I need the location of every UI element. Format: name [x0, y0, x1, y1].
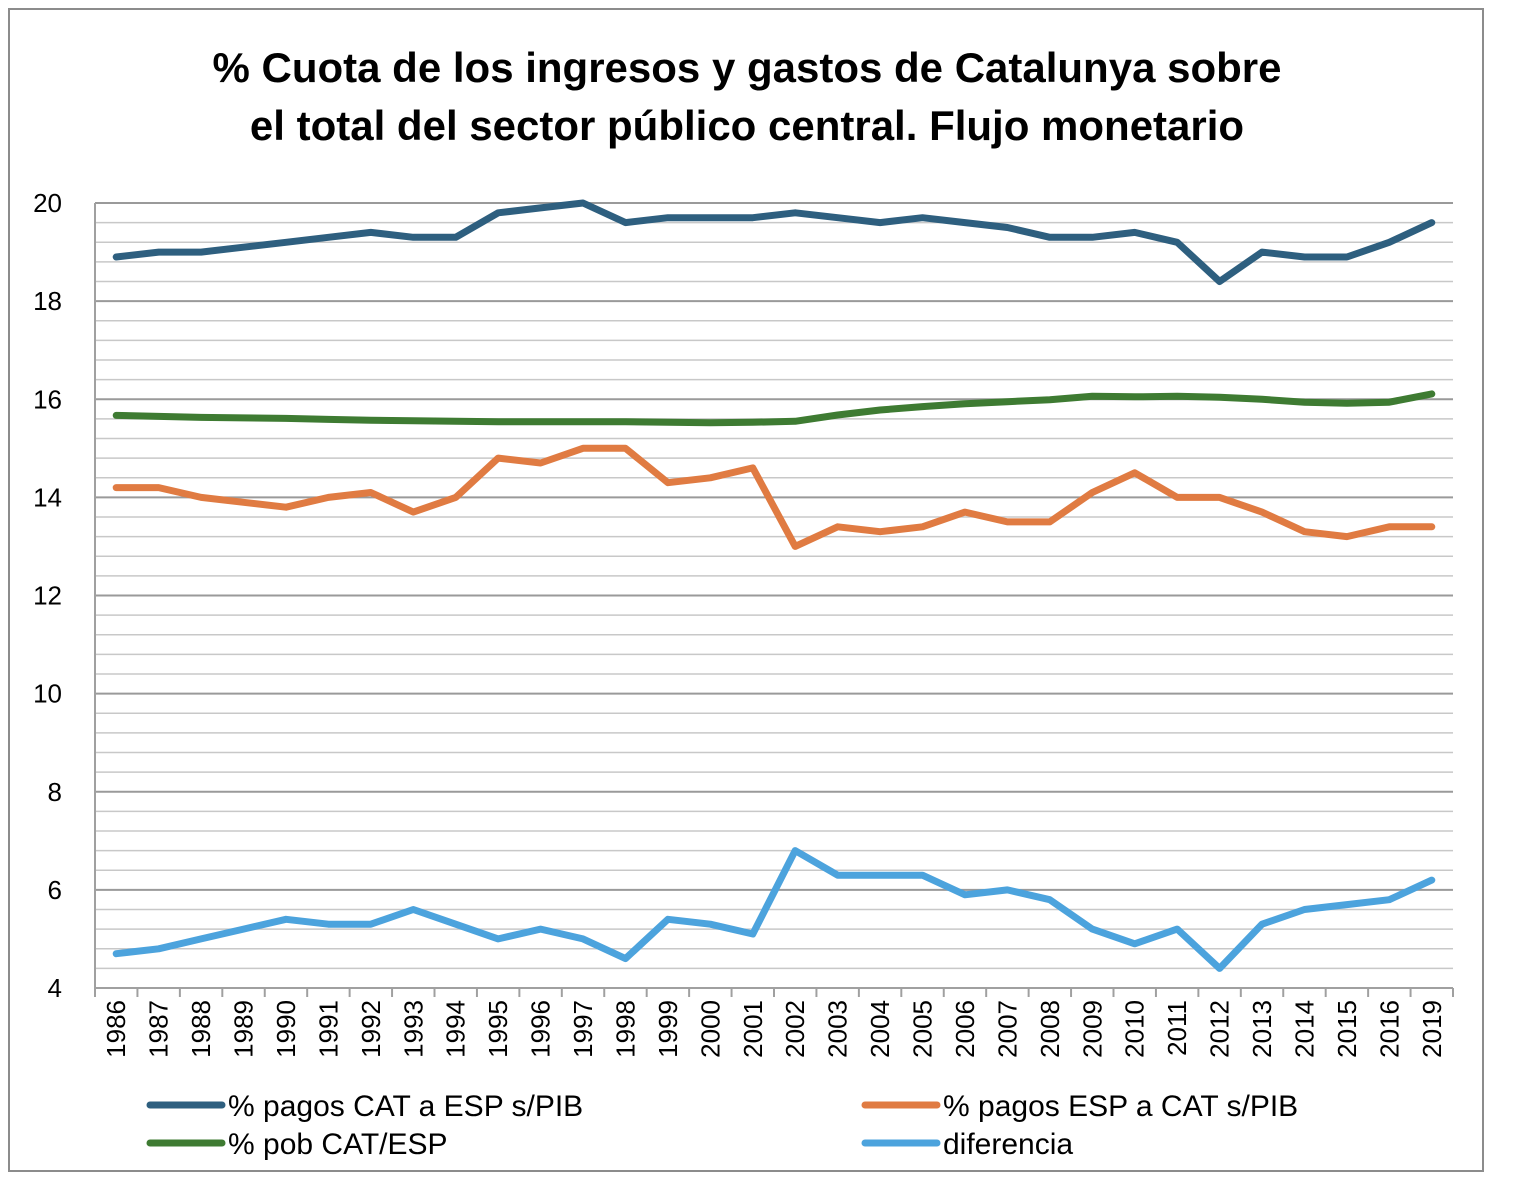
- x-tick-label: 1998: [610, 1000, 640, 1058]
- x-tick-label: 1990: [271, 1000, 301, 1058]
- y-tick-label: 4: [48, 973, 62, 1003]
- legend-label-3: % pob CAT/ESP: [228, 1128, 448, 1161]
- chart-title-line-2: el total del sector público central. Flu…: [250, 102, 1244, 149]
- chart-frame: % Cuota de los ingresos y gastos de Cata…: [8, 8, 1484, 1172]
- x-axis-ticks: 1986 1987 1988 1989 1990 1991 1992 1993 1994 1995…: [101, 1000, 1447, 1058]
- y-axis-ticks: 4 6 8 10 12 14 16 18 20: [33, 188, 62, 1003]
- x-tick-label: 2012: [1205, 1000, 1235, 1058]
- x-tick-label: 2003: [823, 1000, 853, 1058]
- x-tick-label: 1996: [526, 1000, 556, 1058]
- x-tick-label: 1988: [186, 1000, 216, 1058]
- x-tick-label: 2001: [738, 1000, 768, 1058]
- x-tick-label: 2009: [1077, 1000, 1107, 1058]
- legend-label-2: % pagos ESP a CAT s/PIB: [943, 1090, 1298, 1123]
- y-tick-label: 14: [33, 482, 62, 512]
- chart-canvas: % Cuota de los ingresos y gastos de Cata…: [33, 44, 1454, 1161]
- x-tick-label: 2015: [1332, 1000, 1362, 1058]
- gridlines: [95, 202, 1453, 970]
- x-tick-label: 1997: [568, 1000, 598, 1058]
- y-tick-label: 10: [33, 679, 62, 709]
- x-tick-label: 1987: [144, 1000, 174, 1058]
- axes: [94, 203, 1454, 997]
- legend: % pagos CAT a ESP s/PIB % pagos ESP a CAT…: [146, 1090, 1298, 1161]
- x-tick-label: 1994: [441, 1000, 471, 1058]
- y-tick-label: 12: [33, 581, 62, 611]
- x-tick-label: 2006: [950, 1000, 980, 1058]
- series-line-2: [112, 444, 1436, 550]
- x-tick-label: 2000: [695, 1000, 725, 1058]
- series-line-1: [112, 199, 1436, 285]
- legend-label-4: diferencia: [943, 1128, 1073, 1161]
- x-tick-label: 1992: [356, 1000, 386, 1058]
- x-tick-label: 1999: [653, 1000, 683, 1058]
- x-tick-label: 2014: [1289, 1000, 1319, 1058]
- x-tick-label: 2016: [1374, 1000, 1404, 1058]
- x-tick-label: 1986: [101, 1000, 131, 1058]
- x-tick-label: 2002: [780, 1000, 810, 1058]
- y-tick-label: 16: [33, 384, 62, 414]
- y-tick-label: 20: [33, 188, 62, 218]
- y-tick-label: 18: [33, 286, 62, 316]
- x-tick-label: 2010: [1120, 1000, 1150, 1058]
- x-tick-label: 1993: [398, 1000, 428, 1058]
- x-tick-label: 2019: [1417, 1000, 1447, 1058]
- x-tick-label: 1995: [483, 1000, 513, 1058]
- x-tick-label: 1989: [229, 1000, 259, 1058]
- plot-area-series: [112, 199, 1436, 972]
- x-tick-label: 2013: [1247, 1000, 1277, 1058]
- chart-title-line-1: % Cuota de los ingresos y gastos de Cata…: [213, 44, 1282, 91]
- y-tick-label: 6: [48, 875, 62, 905]
- x-tick-label: 2005: [908, 1000, 938, 1058]
- y-tick-label: 8: [48, 777, 62, 807]
- series-line-4: [112, 847, 1436, 972]
- x-tick-label: 2004: [865, 1000, 895, 1058]
- x-tick-label: 1991: [313, 1000, 343, 1058]
- x-tick-label: 2011: [1162, 1000, 1192, 1056]
- series-line-3: [112, 390, 1436, 427]
- x-tick-label: 2007: [992, 1000, 1022, 1058]
- legend-label-1: % pagos CAT a ESP s/PIB: [228, 1090, 583, 1123]
- x-tick-label: 2008: [1035, 1000, 1065, 1058]
